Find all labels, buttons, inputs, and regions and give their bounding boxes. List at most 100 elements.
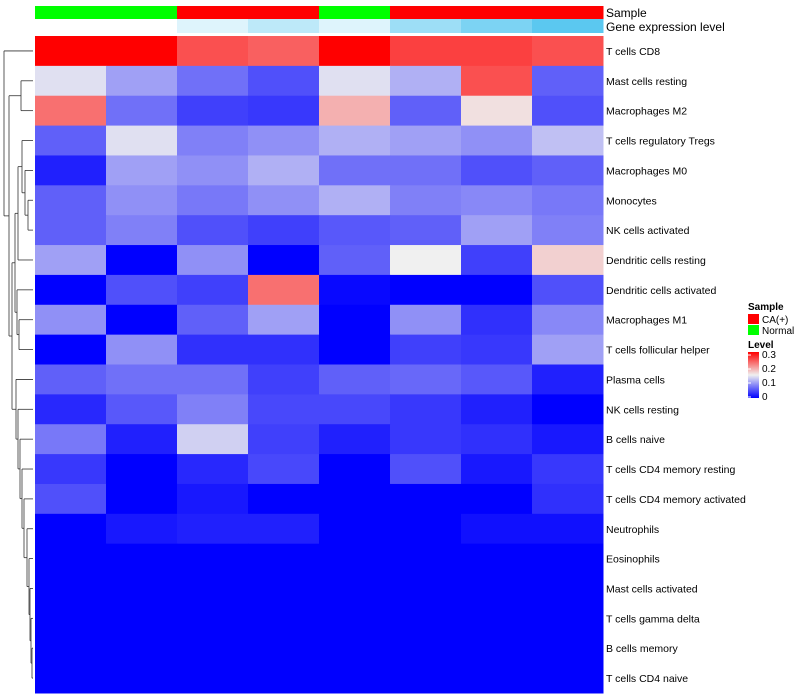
heatmap-cell (461, 36, 533, 67)
heatmap-cell (390, 454, 462, 485)
heatmap-cell (106, 245, 178, 276)
heatmap-cell (461, 95, 533, 127)
level-colorbar (748, 352, 759, 398)
heatmap-cell (532, 334, 604, 365)
heatmap-cell (390, 304, 462, 336)
heatmap-cell (177, 513, 249, 545)
heatmap-cell (319, 155, 391, 186)
heatmap-cell (35, 95, 107, 127)
row-label: T cells follicular helper (606, 345, 710, 357)
heatmap-cell (461, 424, 533, 455)
heatmap-cell (106, 185, 178, 216)
heatmap-cell (532, 155, 604, 186)
heatmap-cell (532, 543, 604, 575)
heatmap-cell (177, 334, 249, 365)
heatmap-cell (390, 633, 462, 664)
level-legend: Level 0.3 0.2 0.1 0 (748, 340, 776, 403)
heatmap-cell (461, 513, 533, 545)
heatmap-cell (319, 65, 391, 97)
heatmap-cell (35, 543, 107, 575)
heatmap-cell (106, 483, 178, 515)
gene-expression-annotation-cell (248, 19, 320, 33)
heatmap-cell (390, 394, 462, 425)
heatmap-cell (106, 364, 178, 395)
heatmap-cell (106, 603, 178, 634)
heatmap-cell (248, 633, 320, 664)
heatmap-cell (319, 125, 391, 156)
heatmap-cell (532, 215, 604, 246)
sample-legend: Sample CA(+) Normal (748, 302, 794, 337)
row-label: Mast cells resting (606, 76, 687, 88)
heatmap-cell (532, 364, 604, 395)
heatmap-cell (390, 65, 462, 97)
heatmap-cell (248, 95, 320, 127)
sample-annotation-cell (390, 6, 462, 19)
heatmap-cell (248, 155, 320, 186)
heatmap-cell (248, 65, 320, 97)
heatmap-cell (319, 304, 391, 336)
row-label: Macrophages M1 (606, 315, 687, 327)
heatmap-cell (532, 663, 604, 694)
sample-annotation-cell (35, 6, 107, 19)
heatmap-cell (390, 603, 462, 634)
row-dendrogram (3, 50, 33, 679)
heatmap-cell (177, 215, 249, 246)
sample-annotation-cell (319, 6, 391, 19)
row-label: Monocytes (606, 195, 657, 207)
level-legend-title: Level (748, 340, 774, 351)
heatmap-cell (177, 573, 249, 604)
heatmap-cell (319, 633, 391, 664)
heatmap-cell (35, 663, 107, 694)
heatmap-cell (532, 603, 604, 634)
heatmap-cell (390, 185, 462, 216)
heatmap-cell (248, 304, 320, 336)
level-tick-0: 0 (762, 392, 768, 403)
heatmap-cell (532, 573, 604, 604)
row-label: T cells CD4 naive (606, 673, 688, 685)
heatmap-cell (390, 334, 462, 365)
heatmap-cell (177, 274, 249, 306)
heatmap-cell (248, 125, 320, 156)
row-label: T cells regulatory Tregs (606, 136, 715, 148)
heatmap-cell (106, 633, 178, 664)
heatmap-cell (35, 424, 107, 455)
heatmap-cell (461, 543, 533, 575)
heatmap-cell (319, 603, 391, 634)
heatmap-cell (319, 543, 391, 575)
legend-swatch-ca (748, 314, 759, 324)
heatmap-cell (248, 394, 320, 425)
row-label: T cells CD4 memory resting (606, 464, 735, 476)
heatmap-cell (248, 513, 320, 545)
heatmap-cell (390, 364, 462, 395)
heatmap-cell (532, 65, 604, 97)
heatmap-cell (390, 95, 462, 127)
heatmap-cell (390, 274, 462, 306)
heatmap-cell (177, 424, 249, 455)
heatmap-cell (248, 424, 320, 455)
heatmap-cell (35, 454, 107, 485)
sample-annotation-cell (532, 6, 604, 19)
heatmap-cell (35, 633, 107, 664)
heatmap-cell (532, 36, 604, 67)
row-label: Macrophages M0 (606, 165, 687, 177)
sample-annotation-cell (248, 6, 320, 19)
heatmap-cell (319, 364, 391, 395)
heatmap-cell (35, 573, 107, 604)
gene-expression-annotation-cell (319, 19, 391, 33)
gene-expression-annotation-cell (532, 19, 604, 33)
heatmap-cell (461, 573, 533, 604)
heatmap-cell (532, 125, 604, 156)
heatmap-cell (461, 633, 533, 664)
heatmap-cell (35, 125, 107, 156)
heatmap-cell (35, 274, 107, 306)
heatmap-cell (177, 454, 249, 485)
heatmap-cell (532, 483, 604, 515)
heatmap-cell (177, 364, 249, 395)
heatmap-cell (106, 334, 178, 365)
heatmap-cell (461, 125, 533, 156)
heatmap-cell (390, 424, 462, 455)
row-label: Eosinophils (606, 554, 660, 566)
heatmap-cell (461, 155, 533, 186)
heatmap-cell (177, 125, 249, 156)
heatmap-cell (35, 304, 107, 336)
